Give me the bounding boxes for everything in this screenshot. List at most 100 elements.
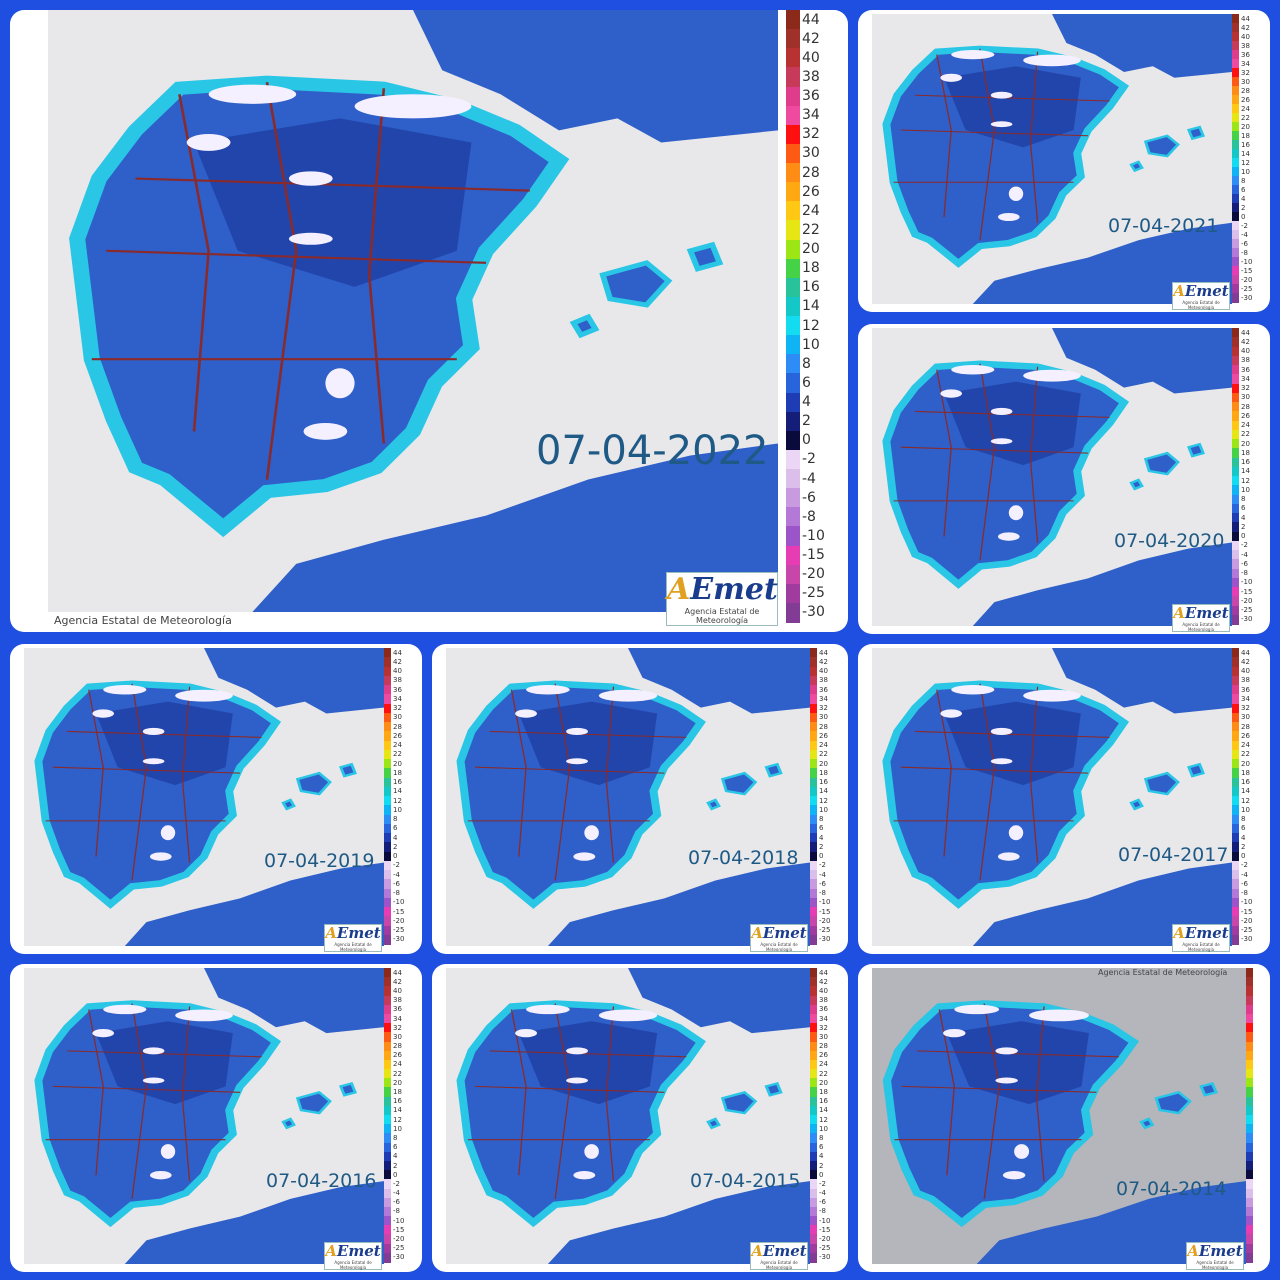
legend-swatch: [1232, 879, 1239, 889]
legend-label: 34: [1241, 374, 1250, 383]
aemet-logo: AEmet Agencia Estatal de Meteorología: [750, 1242, 808, 1270]
legend-label: -4: [1241, 230, 1248, 239]
snow-patch: [160, 1144, 176, 1159]
legend-label: 24: [1241, 741, 1250, 750]
legend-label: 4: [1241, 833, 1246, 842]
legend-label: 12: [819, 1115, 828, 1124]
legend-swatch: [810, 1013, 817, 1024]
legend-label: 2: [393, 1161, 398, 1170]
legend-label: 34: [393, 694, 402, 703]
legend-swatch: [810, 657, 817, 667]
legend-label: 28: [819, 722, 828, 731]
legend-swatch: [384, 675, 391, 686]
legend-label: 36: [393, 1005, 402, 1014]
legend-swatch: [384, 934, 391, 945]
region-border: [915, 94, 1110, 102]
legend-label: 10: [1241, 485, 1250, 494]
legend-swatch: [1232, 176, 1239, 186]
legend-swatch: [1232, 833, 1239, 843]
legend-swatch: [810, 1252, 817, 1263]
legend-label: 20: [802, 241, 820, 258]
legend-swatch: [384, 870, 391, 880]
legend-swatch: [1232, 113, 1239, 123]
legend-swatch: [1232, 257, 1239, 267]
legend-swatch: [1232, 77, 1239, 87]
legend-swatch: [384, 860, 391, 871]
legend-label: -15: [1241, 266, 1253, 275]
temperature-map-panel: 44 42 40 38 36 34 32 30 28 26 24 22 20 18 16 14 12 10 8 6 4 2…: [858, 644, 1270, 954]
snow-patch: [995, 1077, 1018, 1084]
island: [338, 762, 358, 778]
legend-label: 10: [819, 805, 828, 814]
legend-swatch: [810, 731, 817, 741]
region-border: [131, 1003, 148, 1199]
legend-label: 10: [819, 1124, 828, 1133]
snow-patch: [940, 73, 962, 82]
legend-swatch: [1232, 41, 1239, 51]
legend-label: 32: [1241, 704, 1250, 713]
legend-swatch: [1232, 749, 1239, 760]
legend-swatch: [1246, 1032, 1253, 1042]
legend-swatch: [786, 67, 800, 87]
legend-label: 30: [393, 1032, 402, 1041]
snow-patch: [160, 825, 176, 841]
legend-swatch: [384, 851, 391, 862]
legend-swatch: [1232, 916, 1239, 926]
legend-label: 38: [1241, 676, 1250, 685]
legend-label: 0: [393, 852, 398, 861]
legend-swatch: [384, 1013, 391, 1024]
legend-label: -25: [1241, 606, 1253, 615]
snow-patch: [526, 684, 570, 695]
aemet-logo: AEmet Agencia Estatal de Meteorología: [324, 924, 382, 952]
region-border: [979, 683, 996, 881]
snow-patch: [186, 134, 231, 151]
legend-swatch: [810, 685, 817, 695]
france-land: [1052, 14, 1232, 78]
legend-label: 6: [1241, 504, 1246, 513]
legend-swatch: [1232, 429, 1239, 440]
legend-swatch: [1232, 221, 1239, 231]
snow-patch: [1008, 825, 1024, 841]
legend-label: 10: [802, 336, 820, 353]
legend-swatch: [786, 583, 800, 604]
legend-label: 24: [819, 1060, 828, 1069]
legend-swatch: [384, 842, 391, 852]
legend-label: -25: [819, 926, 831, 935]
legend-label: -15: [393, 907, 405, 916]
region-border: [979, 48, 996, 241]
legend-swatch: [1232, 596, 1239, 606]
temperature-map-panel: 44 42 40 38 36 34 32 30 28 26 24 22 20 18 16 14 12 10 8 6 4 2…: [858, 324, 1270, 634]
island: [1143, 451, 1180, 476]
legend-label: 10: [1241, 805, 1250, 814]
legend-swatch: [1246, 1133, 1253, 1144]
legend-label: 8: [1241, 495, 1246, 504]
legend-swatch: [810, 1225, 817, 1235]
copyright-text: Agencia Estatal de Meteorología: [1098, 968, 1228, 977]
region-border: [916, 1050, 1119, 1058]
region-border: [605, 686, 615, 863]
legend-label: 26: [1241, 411, 1250, 420]
region-border: [554, 1003, 571, 1199]
snow-patch: [303, 422, 348, 440]
legend-label: 40: [819, 986, 828, 995]
legend-label: 6: [393, 1143, 398, 1152]
legend-swatch: [1232, 823, 1239, 834]
legend-swatch: [384, 968, 391, 978]
legend-label: 38: [802, 68, 820, 85]
temperature-legend: 44 42 40 38 36 34 32 30 28 26 24 22 20 18 16 14 12 10 8 6 4 2…: [1232, 648, 1264, 945]
africa-land: [252, 443, 778, 612]
legend-label: 36: [1241, 365, 1250, 374]
legend-label: 6: [802, 374, 811, 391]
legend-swatch: [384, 1115, 391, 1125]
temperature-map: [48, 10, 778, 612]
legend-label: 30: [1241, 713, 1250, 722]
island: [1129, 798, 1144, 811]
legend-label: 0: [819, 852, 824, 861]
temperature-legend: 44 42 40 38 36 34 32 30 28 26 24 22 20 18 16 14 12 10 8 6 4 2…: [786, 10, 836, 623]
legend-label: 6: [393, 824, 398, 833]
legend-label: 12: [393, 1115, 402, 1124]
legend-label: 38: [393, 676, 402, 685]
legend-swatch: [384, 1069, 391, 1079]
legend-label: 6: [1241, 185, 1246, 194]
snow-patch: [990, 407, 1013, 416]
